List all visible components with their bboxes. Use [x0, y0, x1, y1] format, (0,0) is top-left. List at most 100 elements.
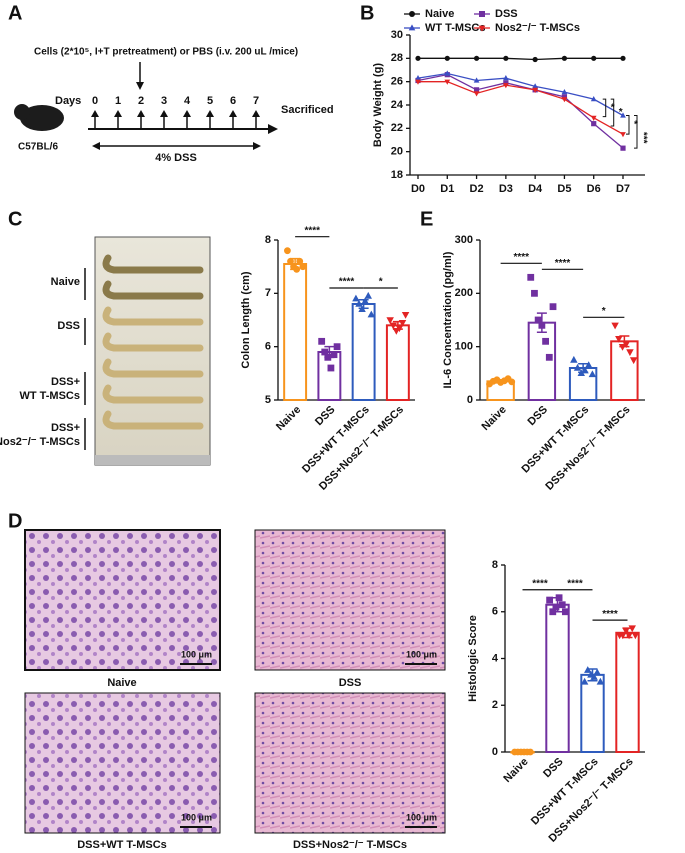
- colon: [102, 306, 204, 326]
- data-point: [593, 668, 601, 676]
- data-point: [367, 310, 376, 318]
- legend-marker: [478, 25, 486, 32]
- colon: [102, 384, 204, 404]
- data-point: [321, 348, 329, 356]
- data-point: [584, 361, 593, 369]
- data-point: [534, 316, 542, 324]
- day-label: 3: [161, 95, 167, 107]
- sig-label: ***: [637, 132, 648, 144]
- point: [444, 70, 451, 76]
- panel-label: B: [360, 2, 374, 24]
- point: [591, 55, 597, 61]
- bar: [545, 603, 570, 753]
- data-point: [538, 321, 546, 329]
- day-label: 1: [115, 95, 121, 107]
- data-point: [626, 349, 634, 357]
- legend-marker: [408, 24, 416, 31]
- data-point: [364, 291, 372, 299]
- data-point: [327, 364, 335, 372]
- data-point: [625, 632, 633, 640]
- sig-label: *: [611, 103, 615, 114]
- data-point: [549, 303, 557, 311]
- data-point: [631, 632, 640, 640]
- sig-bracket: [626, 115, 630, 135]
- day-label: 6: [230, 95, 236, 107]
- colon: [102, 410, 204, 430]
- data-point: [588, 370, 597, 378]
- x-tick-label: D0: [411, 183, 425, 195]
- photo-label: DSS: [57, 320, 80, 332]
- y-tick-label: 300: [455, 234, 473, 246]
- mouse-icon: [20, 105, 64, 131]
- x-tick-label: Naive: [274, 404, 303, 433]
- timeline: 0 1 2 3 4 5 6 7: [91, 95, 260, 128]
- point: [502, 83, 509, 89]
- panel-label: A: [8, 2, 22, 24]
- bar: [527, 321, 557, 401]
- data-point: [558, 601, 566, 609]
- y-tick-label: 30: [391, 29, 403, 41]
- data-point: [293, 265, 301, 273]
- colon: [102, 280, 204, 300]
- data-point: [573, 363, 582, 371]
- y-tick-label: 8: [492, 559, 498, 571]
- colons: [102, 254, 204, 430]
- point: [620, 145, 626, 151]
- arrow-head: [91, 110, 99, 117]
- point: [561, 89, 568, 95]
- sig-label: ****: [304, 225, 320, 236]
- y-tick-label: 0: [467, 394, 473, 406]
- x-tick-label: D4: [528, 183, 543, 195]
- arrow-head: [183, 110, 191, 117]
- point: [473, 87, 480, 93]
- histology-label: DSS+WT T-MSCs: [77, 839, 167, 851]
- colon: [102, 254, 204, 274]
- legend-label: WT T-MSCs: [425, 22, 486, 34]
- photo-label: WT T-MSCs: [20, 390, 81, 402]
- day-label: 7: [253, 95, 259, 107]
- data-point: [389, 322, 397, 330]
- treatment-text: Cells (2*10⁵, I+T pretreatment) or PBS (…: [34, 47, 298, 58]
- point: [444, 79, 451, 85]
- x-tick-label: DSS: [526, 404, 550, 428]
- data-point: [581, 366, 589, 374]
- sig-label: ****: [513, 252, 529, 263]
- x-tick-label: D3: [499, 183, 513, 195]
- data-point: [526, 748, 534, 756]
- photo-label: DSS+: [51, 376, 80, 388]
- data-point: [527, 273, 535, 281]
- x-tick-label: D2: [470, 183, 484, 195]
- y-axis-title: Histologic Score: [467, 615, 479, 702]
- sig-bracket: [634, 115, 638, 149]
- point: [591, 121, 597, 127]
- point: [590, 115, 597, 121]
- x-tick-label: D6: [587, 183, 601, 195]
- sig-label: ****: [567, 578, 583, 589]
- data-point: [333, 343, 341, 351]
- sig-bracket: [602, 98, 607, 118]
- colon: [102, 332, 204, 352]
- arrow-head: [160, 110, 168, 117]
- y-tick-label: 24: [391, 99, 404, 111]
- sig-label: *: [619, 107, 623, 118]
- point: [532, 83, 539, 89]
- day-label: 2: [138, 95, 144, 107]
- data-point: [358, 305, 366, 313]
- data-point: [361, 297, 369, 305]
- data-point: [580, 677, 589, 685]
- bar: [610, 340, 639, 402]
- sig-label: *: [602, 306, 606, 317]
- legend-marker: [409, 11, 415, 17]
- point: [415, 79, 421, 85]
- day-label: 5: [207, 95, 213, 107]
- data-point: [577, 369, 586, 377]
- data-point: [330, 351, 338, 359]
- point: [620, 112, 626, 118]
- data-point: [596, 677, 605, 685]
- data-point: [508, 378, 516, 386]
- data-point: [552, 603, 560, 611]
- histology-label: Naive: [107, 677, 136, 689]
- arrow-head: [206, 110, 214, 117]
- series-line: [417, 72, 624, 117]
- y-axis-title: Colon Length (cm): [240, 271, 252, 368]
